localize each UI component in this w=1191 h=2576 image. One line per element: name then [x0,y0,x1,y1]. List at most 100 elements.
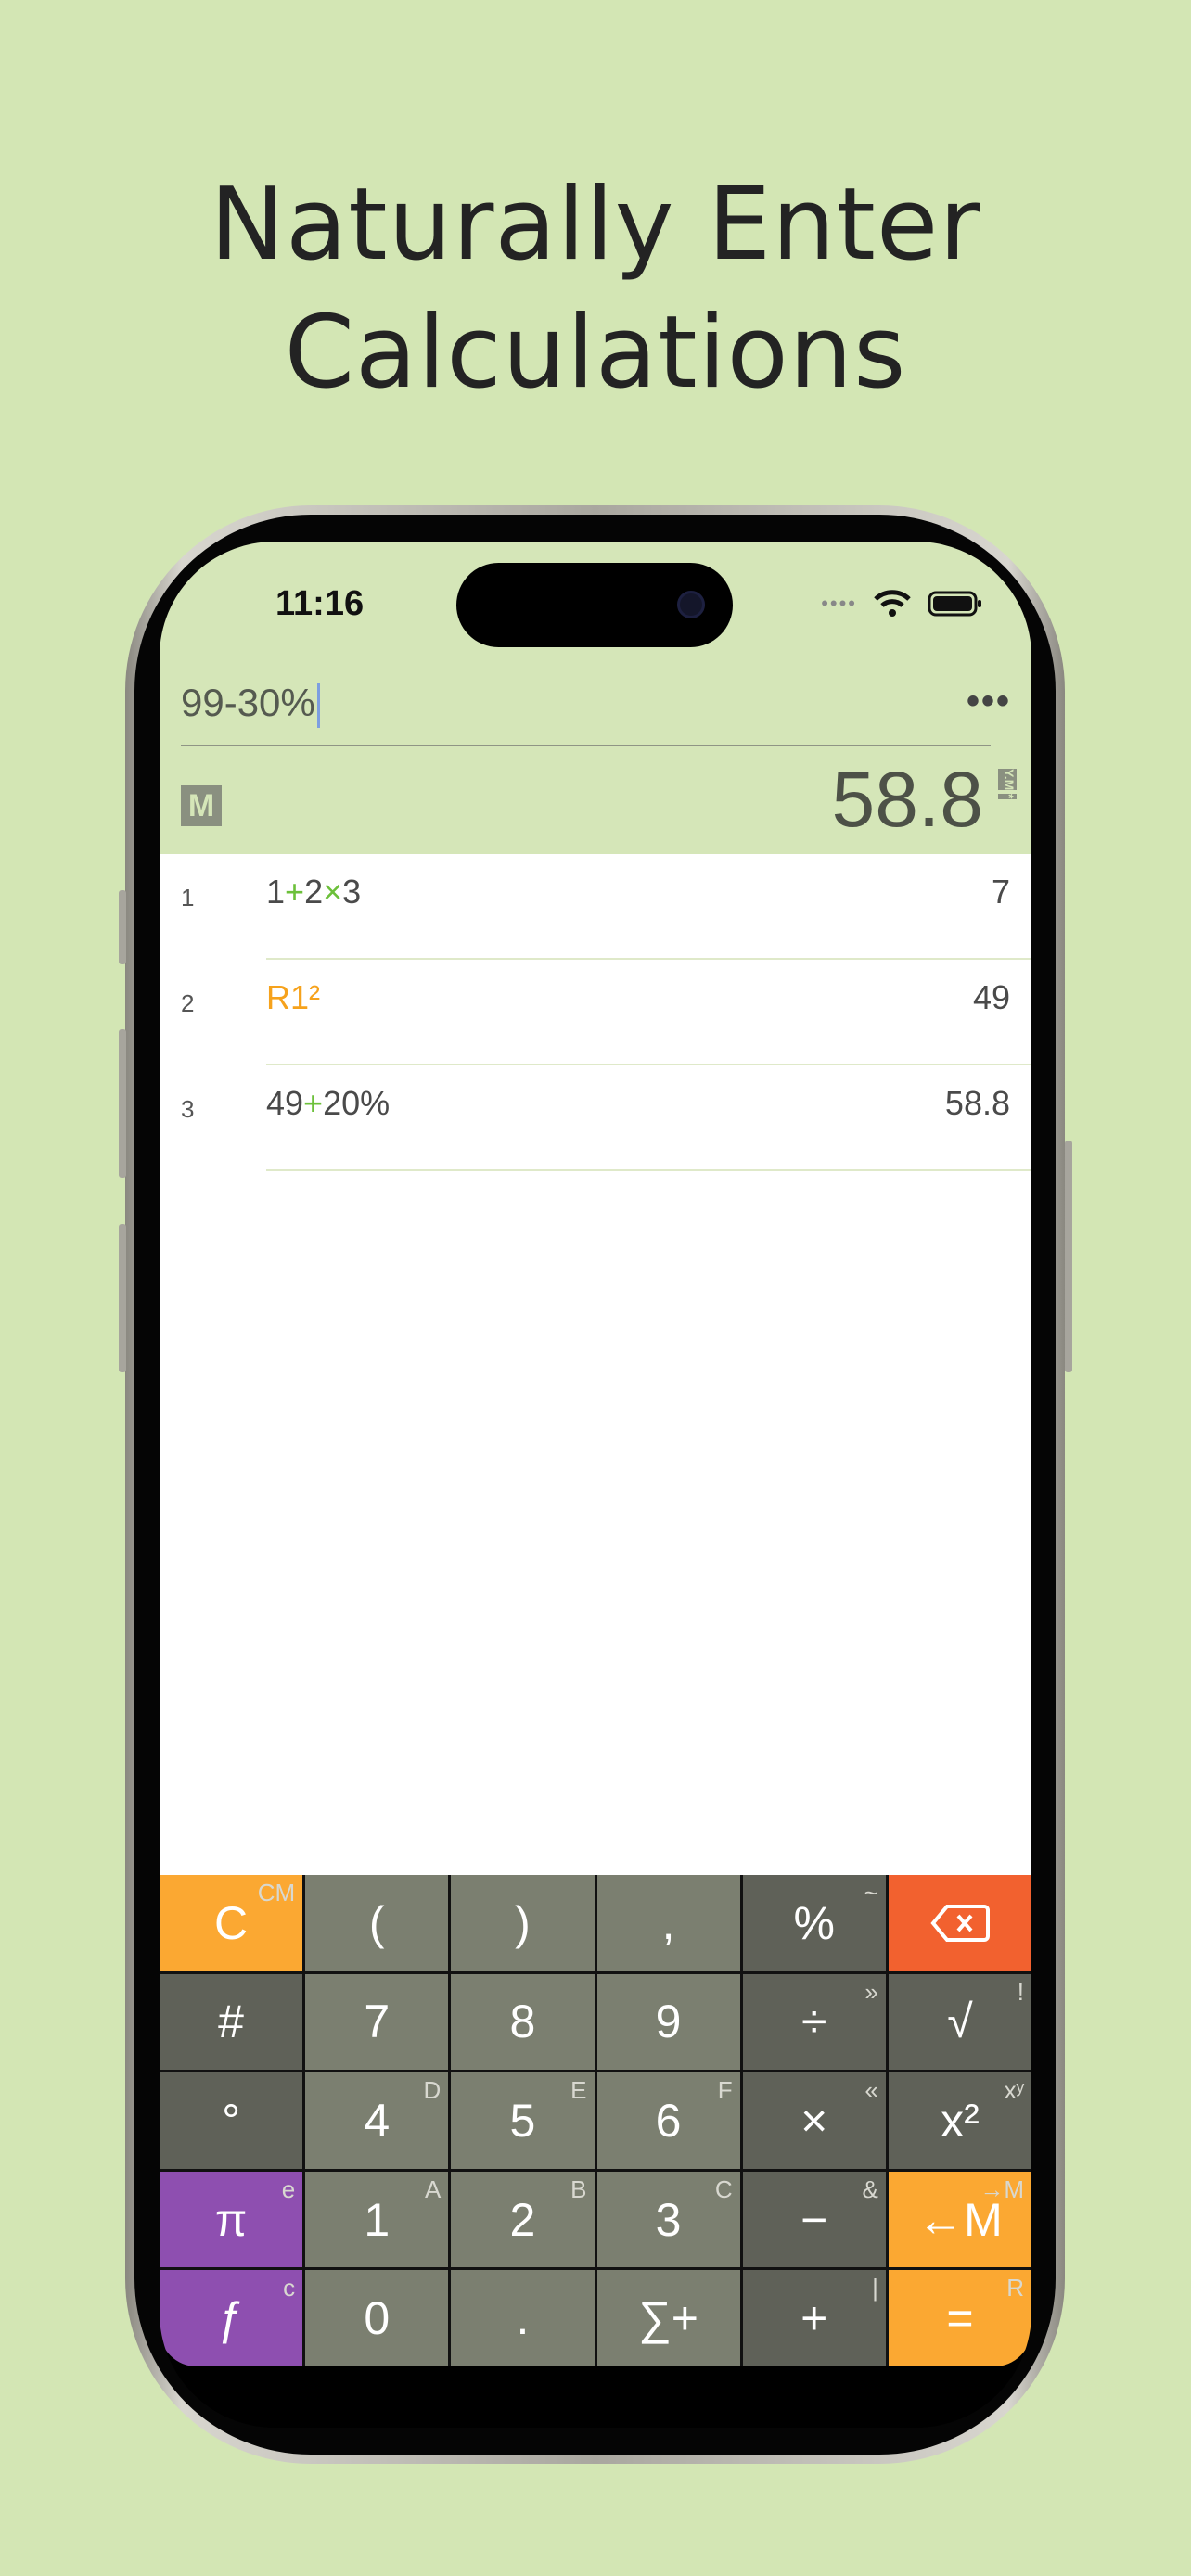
expression-token: + [303,1084,324,1122]
key-sqrt[interactable]: √! [888,1973,1031,2071]
key-label: 6 [655,2094,682,2147]
expression-token: 20% [323,1084,391,1122]
key-8[interactable]: 8 [451,1973,595,2071]
key-label: ∑+ [638,2292,698,2345]
row-divider [266,1169,1031,1171]
key-secondary-label: & [862,2174,878,2203]
key-label: ( [368,1896,385,1949]
key-memory-recall[interactable]: ←M →M [888,2171,1031,2268]
key-secondary-label: →M [980,2174,1024,2203]
key-sum[interactable]: ∑+ [596,2270,740,2366]
key-label: # [218,1996,244,2048]
row-number: 3 [181,1095,195,1123]
key-label: 1 [364,2193,391,2246]
key-label: 9 [655,1996,682,2048]
expression-text: 99-30% [181,681,315,724]
key-comma[interactable]: , [596,1875,740,1971]
key-secondary-label: F [717,2076,733,2105]
row-expression: 1+2×3 [266,873,361,912]
history-row[interactable]: 2 R1² 49 [160,960,1031,1065]
key-label: 0 [364,2292,391,2345]
row-result: 49 [972,978,1010,1016]
status-time: 11:16 [275,584,365,623]
wifi-icon [874,590,911,617]
key-secondary-label: e [281,2174,296,2203]
key-label: ÷ [801,1996,827,2048]
key-secondary-label: c [283,2274,296,2302]
row-number: 1 [181,884,195,912]
key-plus[interactable]: + | [742,2270,886,2366]
app-screen: 11:16 •••• 99-30% ••• M 58.8 Y.M * 1 1+2×3… [160,542,1031,2428]
key-label: 4 [364,2094,391,2147]
headline-line-1: Naturally Enter [210,167,981,283]
history-row[interactable]: 1 1+2×3 7 [160,854,1031,960]
key-open-paren[interactable]: ( [305,1875,449,1971]
key-degree[interactable]: ° [160,2072,303,2169]
key-label: + [800,2292,828,2345]
row-result: 58.8 [944,1084,1010,1122]
key-label: ←M [917,2193,1003,2246]
key-multiply[interactable]: × « [742,2072,886,2169]
key-label: − [800,2193,828,2246]
key-label: , [661,1896,675,1949]
expression-input[interactable]: 99-30% [181,681,320,728]
key-9[interactable]: 9 [596,1973,740,2071]
key-secondary-label: ~ [864,1879,878,1906]
expression-token: + [285,873,305,911]
key-equals[interactable]: = R [888,2270,1031,2366]
key-7[interactable]: 7 [305,1973,449,2071]
key-backspace[interactable] [888,1875,1031,1971]
key-square[interactable]: x² xʸ [888,2072,1031,2169]
key-decimal[interactable]: . [451,2270,595,2366]
key-minus[interactable]: − & [742,2171,886,2268]
memory-badge[interactable]: M [181,785,222,826]
key-label: . [516,2292,530,2345]
row-divider [266,1064,1031,1065]
key-secondary-label: CM [257,1879,296,1906]
expression-token: 2 [304,873,324,911]
text-caret [316,682,320,728]
backspace-icon [930,1904,990,1942]
key-label: 3 [655,2193,682,2246]
key-close-paren[interactable]: ) [451,1875,595,1971]
key-label: ƒ [218,2292,244,2345]
row-result: 7 [991,873,1010,911]
row-divider [266,958,1031,960]
key-secondary-label: E [570,2076,587,2105]
dynamic-island [456,563,733,647]
mode-tag[interactable]: * [998,794,1017,799]
mode-tag[interactable]: Y.M [998,769,1017,791]
signal-icon: •••• [821,592,857,615]
key-hash[interactable]: # [160,1973,303,2071]
key-secondary-label: xʸ [1004,2076,1024,2105]
key-divide[interactable]: ÷» [742,1973,886,2071]
key-secondary-label: A [424,2174,442,2203]
key-label: ° [222,2094,241,2147]
row-expression: 49+20% [266,1084,390,1123]
row-number: 2 [181,989,195,1017]
current-result: 58.8 [831,756,984,843]
headline-line-2: Calculations [284,295,907,411]
key-0[interactable]: 0 [305,2270,449,2366]
key-percent[interactable]: % ~ [742,1875,886,1971]
display-area: 11:16 •••• 99-30% ••• M 58.8 Y.M * [160,542,1031,854]
more-options-button[interactable]: ••• [966,681,1011,721]
expression-token: 1 [266,873,286,911]
key-label: % [793,1896,835,1949]
history-row[interactable]: 3 49+20% 58.8 [160,1065,1031,1171]
keypad: C CM(),% ~ #7 8 9 ÷» √! ° 4 D 5 E 6 F × «x² xʸ π e 1 A 2 B 3 C − & ←… [160,1875,1031,2366]
key-label: √ [947,1996,973,2048]
expression-token: 49 [266,1084,304,1122]
key-label: 5 [509,2094,536,2147]
key-clear[interactable]: C CM [160,1875,303,1971]
key-label: 7 [364,1996,391,2048]
key-label: 8 [509,1996,536,2048]
